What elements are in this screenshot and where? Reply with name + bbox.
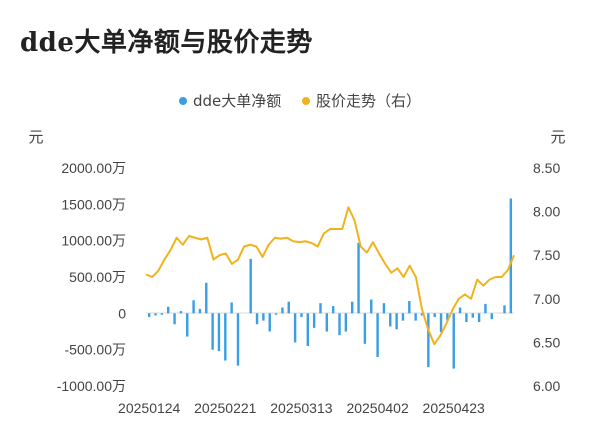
left-tick-label: 2000.00万 <box>61 160 126 176</box>
right-axis-unit: 元 <box>550 128 565 146</box>
bar-dde[interactable] <box>376 313 379 357</box>
bar-dde[interactable] <box>446 313 449 321</box>
bar-dde[interactable] <box>249 258 252 314</box>
bar-dde[interactable] <box>217 313 221 352</box>
bar-dde[interactable] <box>484 303 487 314</box>
bar-dde[interactable] <box>173 313 176 325</box>
bar-dde[interactable] <box>344 313 348 332</box>
left-tick-label: -500.00万 <box>65 342 126 358</box>
bar-dde[interactable] <box>401 313 405 321</box>
legend-label-dde: dde大单净额 <box>192 92 282 110</box>
bar-dde[interactable] <box>186 313 189 337</box>
bar-dde[interactable] <box>427 313 430 368</box>
bar-dde[interactable] <box>433 313 436 317</box>
bar-dde[interactable] <box>154 313 157 316</box>
bar-dde[interactable] <box>471 313 474 318</box>
right-tick-label: 7.00 <box>533 291 560 307</box>
right-tick-label: 6.00 <box>533 378 560 394</box>
left-axis-unit: 元 <box>28 128 43 146</box>
legend-label-price: 股价走势（右） <box>316 92 422 110</box>
bar-dde[interactable] <box>205 282 208 314</box>
left-tick-label: 500.00万 <box>69 269 126 285</box>
bar-dde[interactable] <box>439 313 443 333</box>
bar-dde[interactable] <box>414 313 417 321</box>
chart-legend: dde大单净额 股价走势（右） <box>0 90 600 111</box>
bar-dde[interactable] <box>236 313 240 366</box>
bar-dde[interactable] <box>389 313 392 327</box>
bar-dde[interactable] <box>268 313 271 332</box>
chart-title: dde大单净额与股价走势 <box>20 28 313 58</box>
left-tick-label: 0 <box>118 305 126 321</box>
bar-dde[interactable] <box>465 313 468 323</box>
legend-dot-dde <box>178 96 187 105</box>
x-tick-label: 20250423 <box>423 400 486 416</box>
right-tick-label: 8.00 <box>533 204 560 220</box>
legend-dot-price <box>302 96 311 105</box>
bar-dde[interactable] <box>420 313 424 316</box>
x-tick-label: 20250402 <box>346 400 409 416</box>
left-tick-label: -1000.00万 <box>57 378 126 394</box>
bar-dde[interactable] <box>477 313 481 323</box>
bar-dde[interactable] <box>211 313 214 350</box>
bar-dde[interactable] <box>230 302 233 314</box>
bar-dde[interactable] <box>255 313 259 325</box>
bar-dde[interactable] <box>287 301 290 314</box>
bar-dde[interactable] <box>274 313 278 315</box>
bar-dde[interactable] <box>160 313 164 315</box>
bar-dde[interactable] <box>147 313 151 317</box>
bar-dde[interactable] <box>331 306 335 314</box>
bar-dde[interactable] <box>382 303 386 314</box>
right-tick-label: 7.50 <box>533 247 560 263</box>
left-tick-label: 1000.00万 <box>61 233 126 249</box>
bar-dde[interactable] <box>509 198 513 314</box>
bar-dde[interactable] <box>167 306 170 314</box>
x-tick-label: 20250221 <box>194 400 257 416</box>
bar-dde[interactable] <box>357 242 360 314</box>
right-tick-label: 6.50 <box>533 334 560 350</box>
bar-dde[interactable] <box>293 313 297 343</box>
bar-dde[interactable] <box>452 313 455 369</box>
bar-dde[interactable] <box>312 313 316 328</box>
bar-dde[interactable] <box>370 299 373 314</box>
left-tick-label: 1500.00万 <box>61 196 126 212</box>
bar-dde[interactable] <box>300 313 303 317</box>
bar-dde[interactable] <box>281 307 284 314</box>
bar-dde[interactable] <box>198 308 202 314</box>
legend-item-price[interactable]: 股价走势（右） <box>302 90 421 111</box>
bar-dde[interactable] <box>395 313 398 330</box>
bar-dde[interactable] <box>338 313 341 336</box>
bar-dde[interactable] <box>306 313 309 347</box>
x-tick-label: 20250313 <box>270 400 333 416</box>
bar-dde[interactable] <box>224 313 227 361</box>
bar-dde[interactable] <box>458 307 462 314</box>
bar-dde[interactable] <box>262 313 265 321</box>
bar-dde[interactable] <box>490 313 493 320</box>
bar-dde[interactable] <box>325 313 329 332</box>
price-line-series[interactable] <box>145 206 515 346</box>
bar-dde[interactable] <box>363 313 367 344</box>
x-tick-label: 20250124 <box>118 400 181 416</box>
bar-dde[interactable] <box>503 305 506 314</box>
legend-item-dde[interactable]: dde大单净额 <box>178 90 282 111</box>
bar-dde[interactable] <box>408 300 411 314</box>
bar-dde[interactable] <box>192 300 195 314</box>
right-tick-label: 8.50 <box>533 160 560 176</box>
bar-dde[interactable] <box>319 303 322 314</box>
bar-dde[interactable] <box>351 301 354 314</box>
bar-dde[interactable] <box>179 311 183 314</box>
